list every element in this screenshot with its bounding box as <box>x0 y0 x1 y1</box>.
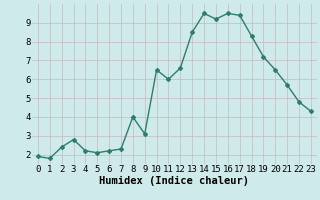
X-axis label: Humidex (Indice chaleur): Humidex (Indice chaleur) <box>100 176 249 186</box>
